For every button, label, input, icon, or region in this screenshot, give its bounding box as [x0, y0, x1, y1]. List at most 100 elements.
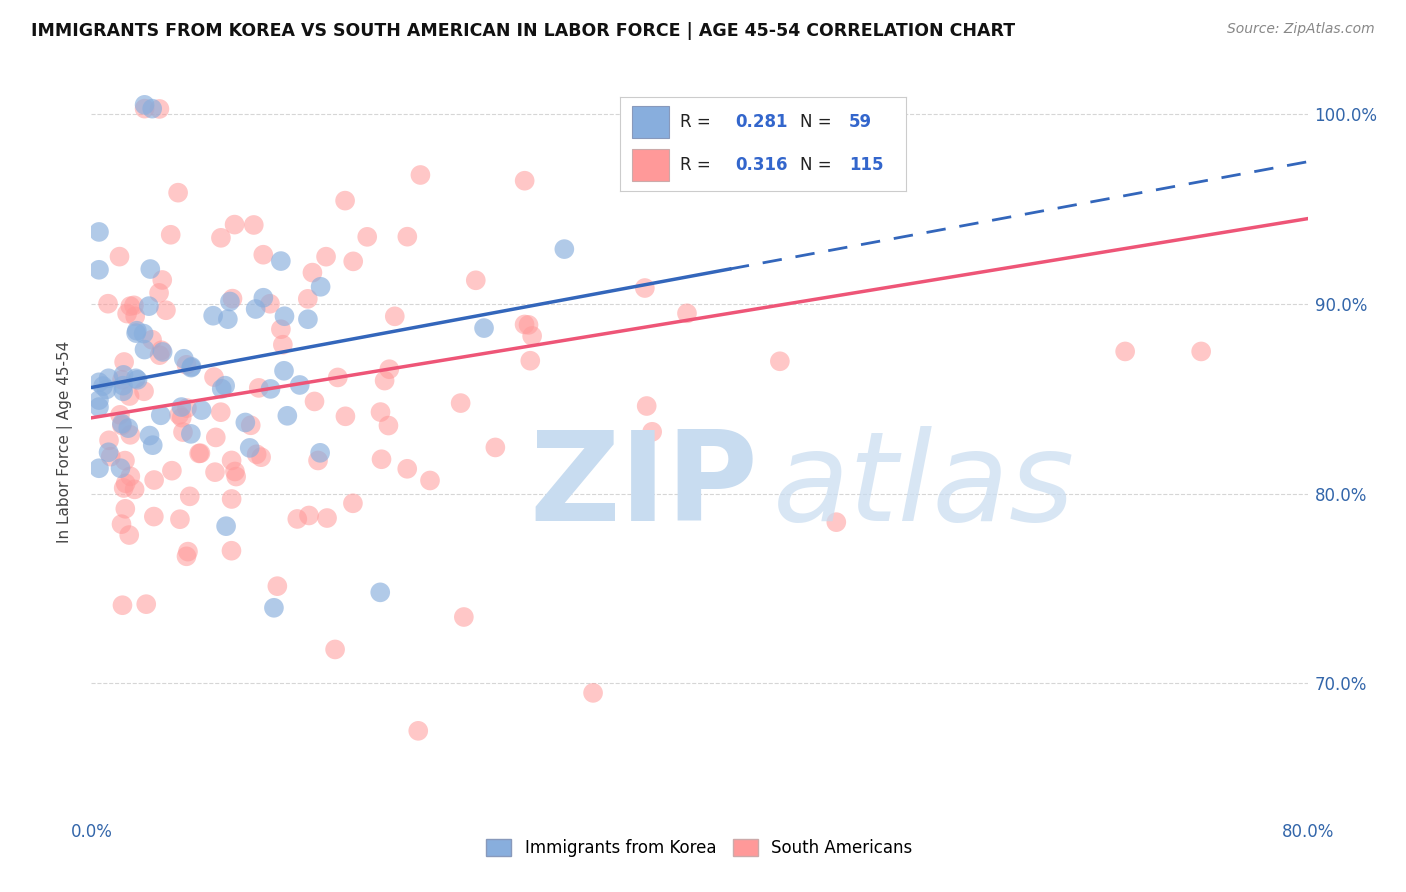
- Point: [419, 474, 441, 488]
- Point: [132, 384, 155, 399]
- Point: [513, 318, 536, 332]
- Point: [453, 610, 475, 624]
- Point: [370, 452, 392, 467]
- Point: [150, 273, 173, 287]
- Point: [111, 373, 134, 387]
- Point: [285, 512, 308, 526]
- Point: [377, 418, 399, 433]
- Point: [114, 501, 136, 516]
- Point: [124, 310, 146, 324]
- Point: [190, 446, 212, 460]
- Point: [252, 248, 274, 262]
- Point: [224, 465, 246, 479]
- Point: [160, 464, 183, 478]
- Point: [111, 598, 134, 612]
- Point: [472, 321, 495, 335]
- Text: ZIP: ZIP: [529, 426, 758, 547]
- Point: [100, 450, 122, 464]
- Point: [1189, 344, 1212, 359]
- Point: [221, 453, 243, 467]
- Point: [396, 462, 419, 476]
- Point: [125, 371, 148, 385]
- Point: [221, 292, 243, 306]
- Point: [202, 309, 225, 323]
- Point: [120, 469, 142, 483]
- Point: [148, 102, 170, 116]
- Point: [301, 266, 323, 280]
- Point: [167, 186, 190, 200]
- Point: [112, 481, 135, 495]
- Point: [368, 585, 391, 599]
- Point: [112, 355, 135, 369]
- Point: [259, 382, 281, 396]
- Point: [297, 312, 319, 326]
- Point: [87, 393, 110, 408]
- Point: [120, 299, 142, 313]
- Point: [233, 416, 256, 430]
- Point: [91, 379, 114, 393]
- Point: [263, 600, 285, 615]
- Point: [553, 242, 575, 256]
- Point: [138, 428, 160, 442]
- Point: [221, 543, 243, 558]
- Point: [180, 360, 202, 375]
- Point: [309, 446, 332, 460]
- Point: [239, 441, 262, 455]
- Point: [242, 218, 264, 232]
- Point: [179, 489, 201, 503]
- Point: [141, 102, 163, 116]
- Point: [155, 303, 177, 318]
- Point: [520, 329, 543, 343]
- Point: [134, 98, 156, 112]
- Point: [150, 343, 173, 358]
- Point: [180, 426, 202, 441]
- Point: [484, 441, 506, 455]
- Point: [307, 453, 329, 467]
- Point: [176, 358, 198, 372]
- Point: [266, 579, 288, 593]
- Point: [114, 453, 136, 467]
- Point: [374, 374, 396, 388]
- Point: [170, 410, 193, 425]
- Point: [250, 450, 273, 465]
- Point: [190, 403, 212, 417]
- Point: [125, 324, 148, 338]
- Point: [315, 250, 337, 264]
- Point: [110, 461, 132, 475]
- Point: [97, 296, 120, 310]
- Point: [87, 461, 110, 475]
- Point: [270, 254, 292, 268]
- Point: [450, 396, 472, 410]
- Point: [134, 102, 156, 116]
- Point: [138, 299, 160, 313]
- Point: [406, 723, 429, 738]
- Point: [112, 378, 135, 392]
- Point: [1114, 344, 1136, 359]
- Point: [202, 370, 225, 384]
- Point: [188, 446, 211, 460]
- Point: [247, 381, 270, 395]
- Point: [149, 409, 172, 423]
- Point: [148, 348, 170, 362]
- Y-axis label: In Labor Force | Age 45-54: In Labor Force | Age 45-54: [58, 341, 73, 542]
- Point: [519, 353, 541, 368]
- Point: [204, 465, 226, 479]
- Point: [273, 364, 295, 378]
- Point: [209, 405, 232, 419]
- Point: [333, 194, 356, 208]
- Point: [252, 291, 274, 305]
- Point: [224, 218, 246, 232]
- Point: [288, 378, 311, 392]
- Point: [148, 285, 170, 300]
- Point: [122, 298, 145, 312]
- Point: [513, 174, 536, 188]
- Text: IMMIGRANTS FROM KOREA VS SOUTH AMERICAN IN LABOR FORCE | AGE 45-54 CORRELATION C: IMMIGRANTS FROM KOREA VS SOUTH AMERICAN …: [31, 22, 1015, 40]
- Point: [309, 279, 332, 293]
- Point: [87, 376, 110, 390]
- Point: [143, 473, 166, 487]
- Point: [180, 359, 202, 374]
- Point: [176, 549, 198, 564]
- Point: [273, 310, 295, 324]
- Point: [108, 408, 131, 422]
- Point: [676, 306, 699, 320]
